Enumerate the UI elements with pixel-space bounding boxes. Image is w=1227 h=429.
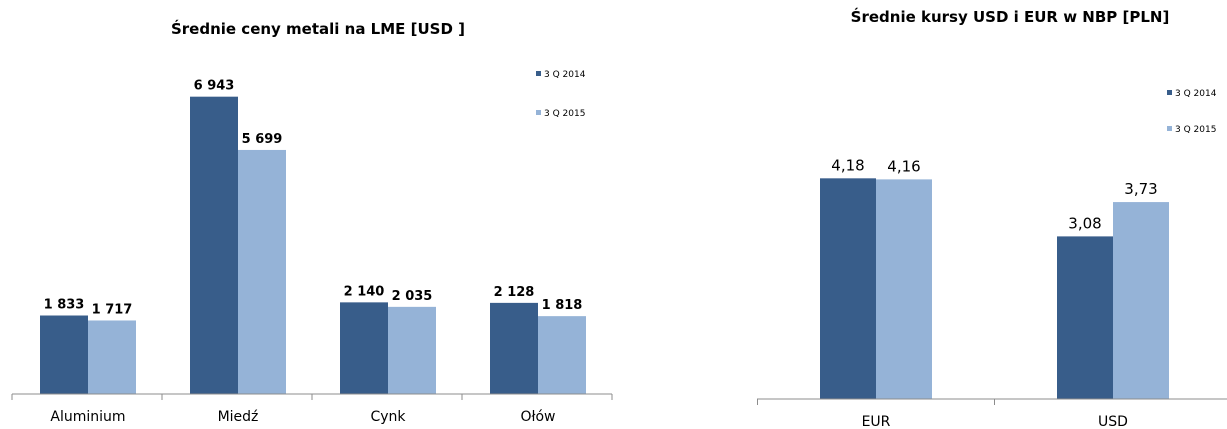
legend-swatch-series-2	[536, 110, 541, 115]
data-label: 1 833	[44, 298, 85, 313]
data-label: 1 818	[542, 298, 583, 313]
bar-eur-series-2	[876, 179, 932, 399]
bar-ołów-series-2	[538, 316, 586, 394]
chart-exchange-rates: Średnie kursy USD i EUR w NBP [PLN] 4,18…	[757, 7, 1227, 429]
bar-cynk-series-2	[388, 306, 436, 394]
legend-swatch-series-1	[1167, 90, 1172, 95]
bar-aluminium-series-1	[40, 315, 88, 394]
legend: 3 Q 2014 3 Q 2015	[536, 70, 586, 119]
bar-cynk-series-1	[340, 302, 388, 394]
category-label: EUR	[862, 414, 891, 429]
bar-aluminium-series-2	[88, 320, 136, 394]
legend: 3 Q 2014 3 Q 2015	[1167, 89, 1217, 135]
bar-eur-series-1	[820, 178, 876, 399]
chart-title: Średnie ceny metali na LME [USD ]	[171, 19, 465, 38]
category-label: Cynk	[370, 409, 406, 425]
data-label: 2 128	[494, 285, 535, 300]
data-label: 2 035	[392, 289, 433, 304]
data-label: 4,18	[831, 156, 864, 174]
category-label: Aluminium	[50, 409, 125, 425]
data-label: 3,08	[1068, 214, 1101, 232]
legend-label-series-2: 3 Q 2015	[544, 109, 585, 119]
data-label: 4,16	[887, 157, 920, 175]
legend-label-series-2: 3 Q 2015	[1175, 125, 1216, 135]
chart-title: Średnie kursy USD i EUR w NBP [PLN]	[851, 7, 1170, 26]
data-label: 2 140	[344, 284, 385, 299]
legend-swatch-series-1	[536, 71, 541, 76]
category-label: Ołów	[520, 409, 555, 425]
data-label: 6 943	[194, 79, 235, 94]
bar-usd-series-2	[1113, 202, 1169, 399]
legend-swatch-series-2	[1167, 126, 1172, 131]
data-label: 1 717	[92, 302, 133, 317]
bar-miedź-series-1	[190, 96, 238, 394]
legend-label-series-1: 3 Q 2014	[544, 70, 586, 80]
bar-usd-series-1	[1057, 236, 1113, 399]
bar-miedź-series-2	[238, 149, 286, 394]
legend-label-series-1: 3 Q 2014	[1175, 89, 1217, 99]
data-label: 5 699	[242, 132, 283, 147]
chart-metal-prices: Średnie ceny metali na LME [USD ] 1 833 1…	[11, 19, 613, 425]
data-label: 3,73	[1124, 180, 1157, 198]
category-label: Miedź	[218, 409, 259, 425]
bar-ołów-series-1	[490, 302, 538, 394]
category-label: USD	[1098, 414, 1128, 429]
